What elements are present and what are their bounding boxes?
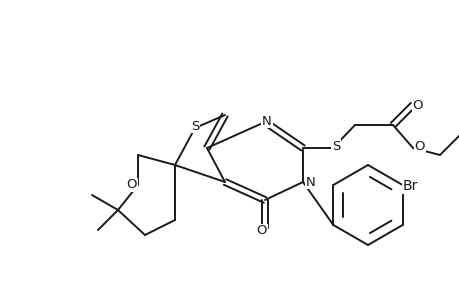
Text: O: O	[127, 178, 137, 191]
Text: N: N	[262, 115, 271, 128]
Text: S: S	[190, 119, 199, 133]
Text: Br: Br	[402, 179, 417, 193]
Text: O: O	[256, 224, 267, 238]
Text: S: S	[331, 140, 340, 152]
Text: O: O	[412, 98, 422, 112]
Text: N: N	[305, 176, 315, 188]
Text: O: O	[414, 140, 424, 152]
